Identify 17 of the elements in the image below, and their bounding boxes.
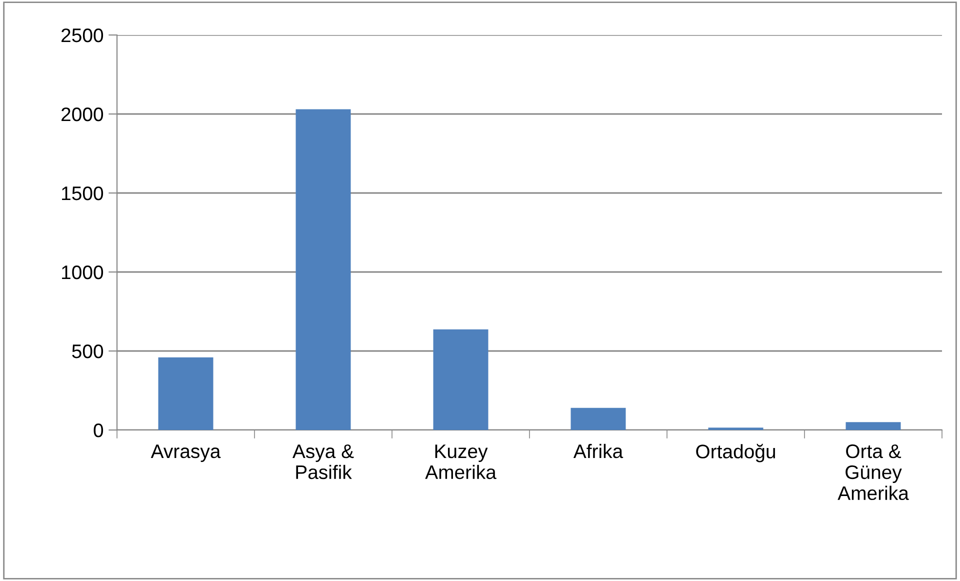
bar (296, 109, 351, 430)
y-tick-label: 1000 (62, 265, 104, 280)
bar (570, 408, 626, 430)
x-tick-label: Avrasya (150, 444, 221, 462)
x-tick-label: Ortadoğu (696, 444, 775, 462)
x-tick-label: Kuzey Amerika (425, 444, 496, 480)
x-tick-label: Afrika (573, 444, 624, 458)
y-tick-label: 1500 (62, 186, 104, 200)
y-tick-label: 2000 (62, 107, 104, 122)
bar (433, 329, 488, 430)
x-tick-label: Orta & Güney Amerika (838, 444, 909, 500)
y-tick-label: 2500 (62, 28, 104, 42)
bar (846, 422, 901, 430)
y-tick-label: 0 (94, 423, 104, 438)
y-tick-label: 500 (72, 344, 104, 358)
x-tick-label: Asya & Pasifik (292, 444, 354, 480)
bar (158, 357, 214, 430)
